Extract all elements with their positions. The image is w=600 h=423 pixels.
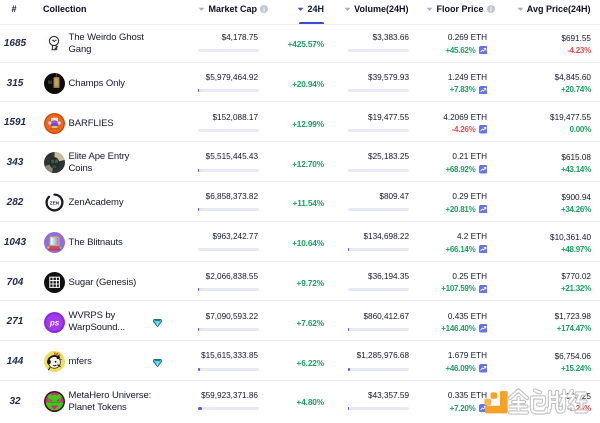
svg-text:ps: ps: [49, 318, 60, 327]
svg-text:ZEN: ZEN: [50, 201, 60, 206]
